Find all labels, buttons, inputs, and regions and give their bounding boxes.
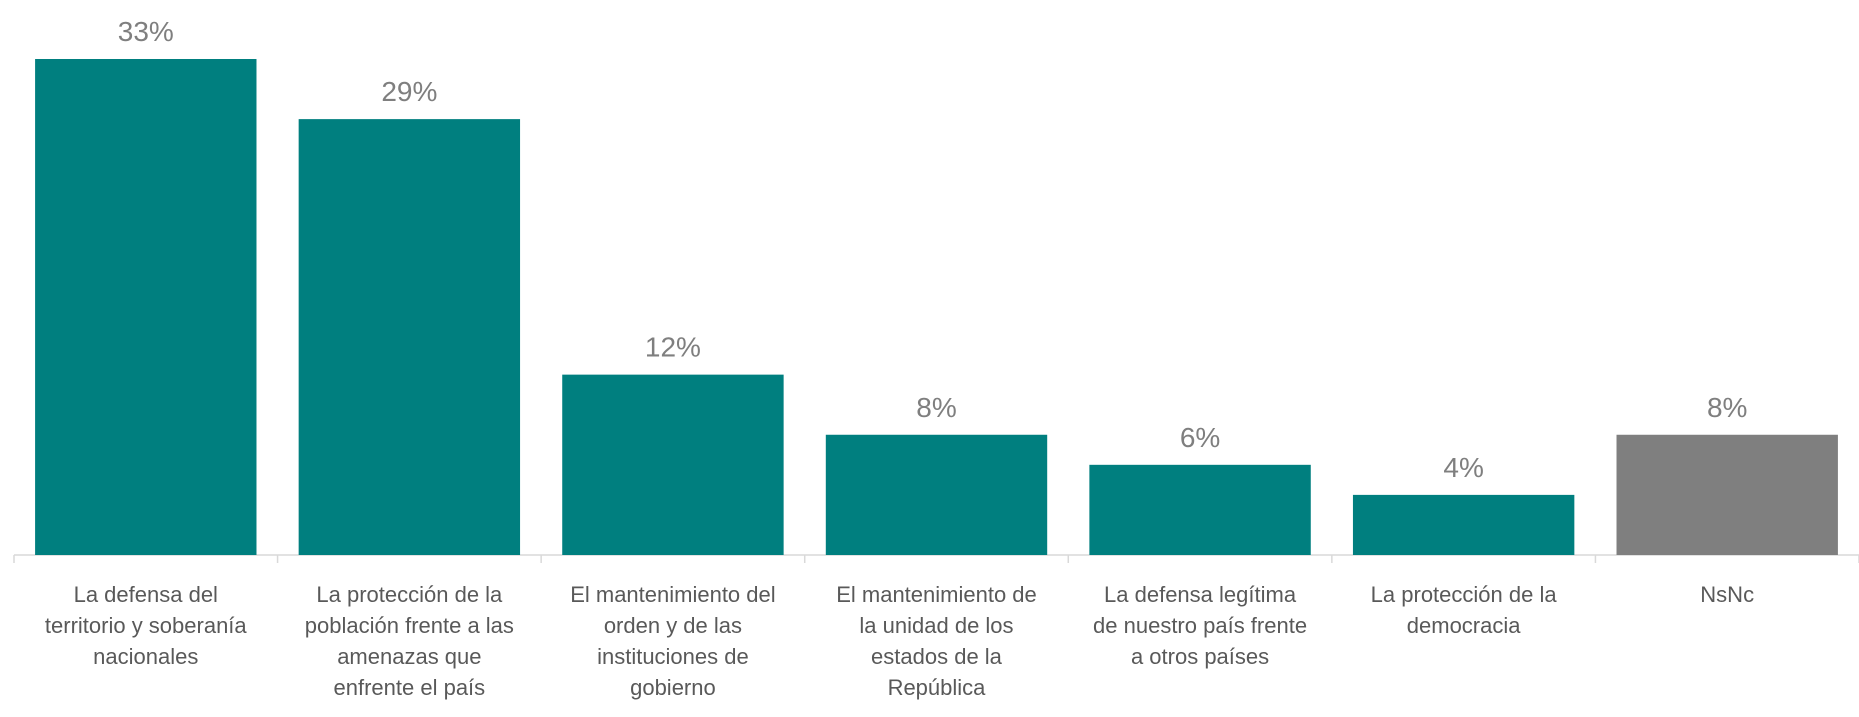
value-label: 8% <box>916 392 956 423</box>
bar <box>1352 494 1575 555</box>
value-label: 33% <box>118 16 174 47</box>
bar <box>298 119 521 555</box>
value-label: 4% <box>1443 452 1483 483</box>
x-tick-label: La protección de la población frente a l… <box>304 582 514 700</box>
x-tick-label: La defensa del territorio y soberanía na… <box>44 582 247 669</box>
bar <box>562 374 784 555</box>
x-tick-label: La protección de la democracia <box>1370 582 1557 638</box>
bar <box>825 434 1048 555</box>
bar <box>1616 434 1838 555</box>
value-label: 6% <box>1180 422 1220 453</box>
value-label: 29% <box>381 76 437 107</box>
value-label: 12% <box>645 332 701 363</box>
value-label: 8% <box>1707 392 1747 423</box>
bar <box>1089 464 1311 555</box>
x-tick-label: NsNc <box>1700 582 1755 607</box>
x-tick-label: La defensa legítima de nuestro país fren… <box>1093 582 1308 669</box>
x-tick-label: El mantenimiento de la unidad de los est… <box>836 582 1037 700</box>
bar <box>35 59 257 555</box>
x-tick-label: El mantenimiento del orden y de las inst… <box>570 582 776 700</box>
